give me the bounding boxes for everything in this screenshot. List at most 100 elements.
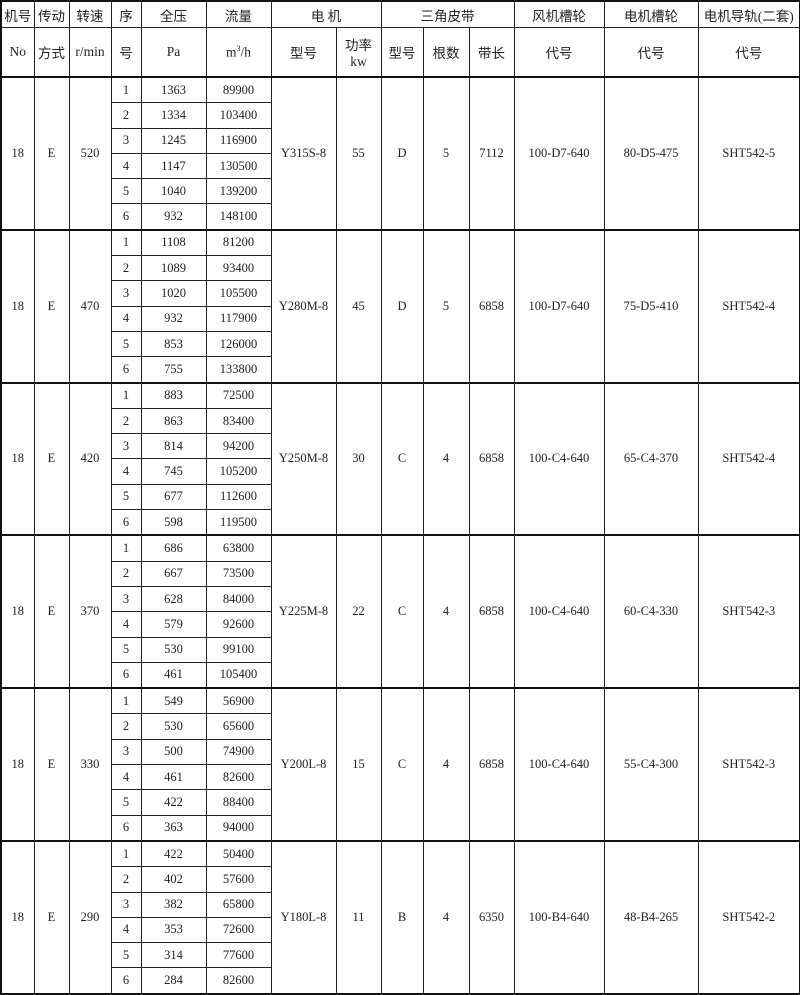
flow: 83400	[205, 407, 272, 435]
motor-pulley-code: 48-B4-265	[603, 839, 699, 995]
seq: 4	[110, 916, 142, 944]
flow: 65600	[205, 713, 272, 740]
belt-length: 6858	[468, 534, 515, 689]
seq: 2	[110, 866, 142, 893]
header-motor-model: 型号	[270, 27, 337, 78]
speed: 470	[68, 228, 112, 384]
table-row: 18 E 370 1 686 63800 Y225M-8 22 C 4 6858 100-C4-640…	[0, 534, 800, 689]
speed: 290	[68, 839, 112, 995]
seq: 2	[110, 713, 142, 740]
flow: 63800	[205, 534, 272, 562]
pressure: 314	[140, 942, 207, 969]
header-motor: 电 机	[270, 0, 382, 28]
seq: 3	[110, 127, 142, 154]
pressure: 500	[140, 738, 207, 766]
pressure: 549	[140, 687, 207, 715]
header-drive: 传动	[33, 0, 70, 28]
speed: 370	[68, 534, 112, 689]
flow: 126000	[205, 330, 272, 358]
fan-pulley-code: 100-B4-640	[513, 839, 605, 995]
seq: 1	[110, 381, 142, 409]
motor-model: Y200L-8	[270, 687, 337, 842]
seq: 1	[110, 687, 142, 715]
flow: 105200	[205, 458, 272, 485]
flow-unit-tail: /h	[240, 44, 252, 60]
table-row: 3 1245 116900	[1, 127, 800, 154]
pressure: 745	[140, 458, 207, 485]
seq: 6	[110, 814, 142, 842]
header-motor-rail-code: 代号	[697, 27, 800, 78]
motor-pulley-code: 65-C4-370	[603, 381, 699, 536]
motor-rail-code: SHT542-3	[697, 534, 800, 689]
seq: 1	[110, 839, 142, 868]
pressure: 402	[140, 866, 207, 893]
table-row: 4 745 105200	[1, 458, 800, 485]
seq: 5	[110, 330, 142, 358]
header-motor-pulley-code: 代号	[603, 27, 699, 78]
table-row: 5 422 88400	[1, 789, 800, 816]
table-row: 18 E 470 1 1108 81200 Y280M-8 45 D 5 6858 100-D7-64…	[0, 228, 800, 384]
pressure: 863	[140, 407, 207, 435]
drive: E	[33, 687, 70, 842]
machine-no: 18	[0, 534, 35, 689]
drive: E	[33, 839, 70, 995]
seq: 6	[110, 203, 142, 231]
table-row: 4 461 82600	[1, 764, 800, 791]
motor-power: 30	[335, 381, 382, 536]
table-row: 18 E 330 1 549 56900 Y200L-8 15 C 4 6858 100-C4-640…	[0, 687, 800, 842]
belt-count: 5	[422, 228, 470, 384]
flow: 93400	[205, 255, 272, 282]
table-row: 5 314 77600	[1, 942, 800, 969]
fan-pulley-code: 100-D7-640	[513, 76, 605, 231]
header-fan-pulley: 风机槽轮	[513, 0, 605, 28]
motor-pulley-code: 75-D5-410	[603, 228, 699, 384]
pressure: 422	[140, 789, 207, 816]
seq: 2	[110, 560, 142, 587]
table-row: 5 853 126000	[1, 330, 800, 358]
machine-no: 18	[0, 381, 35, 536]
table-row: 5 1040 139200	[1, 178, 800, 205]
flow: 89900	[205, 76, 272, 104]
table-row: 3 628 84000	[1, 585, 800, 613]
seq: 1	[110, 534, 142, 562]
flow: 94000	[205, 814, 272, 842]
header-belt-model: 型号	[380, 27, 424, 78]
fan-pulley-code: 100-D7-640	[513, 228, 605, 384]
flow: 119500	[205, 509, 272, 536]
seq: 3	[110, 585, 142, 613]
pressure: 686	[140, 534, 207, 562]
seq: 6	[110, 509, 142, 536]
header-pressure-unit: Pa	[140, 27, 207, 78]
motor-model: Y250M-8	[270, 381, 337, 536]
flow: 72500	[205, 381, 272, 409]
flow: 82600	[205, 764, 272, 791]
seq: 6	[110, 661, 142, 689]
motor-rail-code: SHT542-3	[697, 687, 800, 842]
seq: 4	[110, 764, 142, 791]
pressure: 1040	[140, 178, 207, 205]
motor-model: Y225M-8	[270, 534, 337, 689]
table-row: 2 667 73500	[1, 560, 800, 587]
flow: 65800	[205, 891, 272, 918]
pressure: 353	[140, 916, 207, 944]
seq: 3	[110, 738, 142, 766]
seq: 4	[110, 305, 142, 332]
table-row: 2 1089 93400	[1, 255, 800, 282]
table-row: 5 677 112600	[1, 483, 800, 511]
flow: 56900	[205, 687, 272, 715]
drive: E	[33, 534, 70, 689]
pressure: 1108	[140, 228, 207, 257]
pressure: 1363	[140, 76, 207, 104]
seq: 5	[110, 789, 142, 816]
header-belt: 三角皮带	[380, 0, 515, 28]
flow-unit-base: m	[225, 44, 237, 60]
seq: 2	[110, 102, 142, 129]
pressure: 667	[140, 560, 207, 587]
header-speed-unit: r/min	[68, 27, 112, 78]
table-row: 6 363 94000	[1, 814, 800, 842]
motor-rail-code: SHT542-5	[697, 76, 800, 231]
pressure: 1147	[140, 152, 207, 180]
header-belt-length: 带长	[468, 27, 515, 78]
flow: 103400	[205, 102, 272, 129]
